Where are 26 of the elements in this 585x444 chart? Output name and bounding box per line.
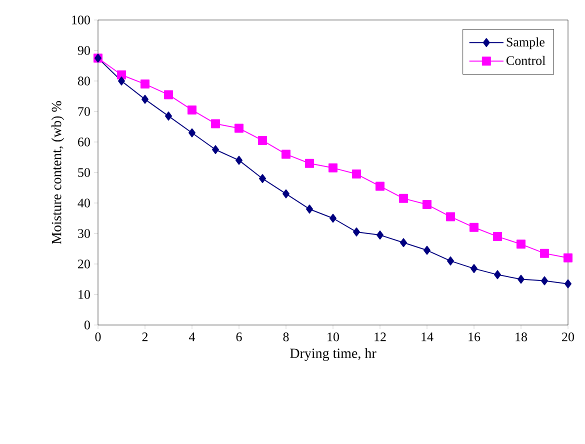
y-tick-label: 70 xyxy=(78,107,90,116)
y-axis-title: Moisture content, (wb) % xyxy=(51,101,64,244)
x-tick-label: 0 xyxy=(95,332,101,342)
x-tick-label: 20 xyxy=(562,332,574,342)
x-tick-label: 10 xyxy=(328,332,340,342)
x-tick-label: 12 xyxy=(374,332,386,342)
y-tick-label: 30 xyxy=(78,229,90,238)
x-tick-label: 14 xyxy=(422,332,434,342)
x-tick-label: 16 xyxy=(468,332,480,342)
y-tick-label: 80 xyxy=(78,76,90,86)
y-tick-label: 50 xyxy=(78,168,90,177)
x-axis-title: Drying time, hr xyxy=(290,348,376,361)
x-tick-label: 4 xyxy=(189,332,196,342)
x-tick-label: 2 xyxy=(142,332,148,342)
y-tick-label: 90 xyxy=(78,46,90,55)
legend-label: Control xyxy=(506,56,546,66)
y-tick-label: 20 xyxy=(78,260,90,268)
y-tick-label: 10 xyxy=(78,290,90,299)
x-tick-label: 8 xyxy=(283,332,289,342)
y-tick-label: 0 xyxy=(84,320,90,330)
x-tick-label: 18 xyxy=(516,332,528,342)
legend-label: Sample xyxy=(506,37,545,50)
y-tick-label: 60 xyxy=(78,138,90,146)
x-tick-label: 6 xyxy=(236,332,242,342)
y-tick-label: 100 xyxy=(72,16,90,24)
y-tick-label: 40 xyxy=(78,198,90,208)
